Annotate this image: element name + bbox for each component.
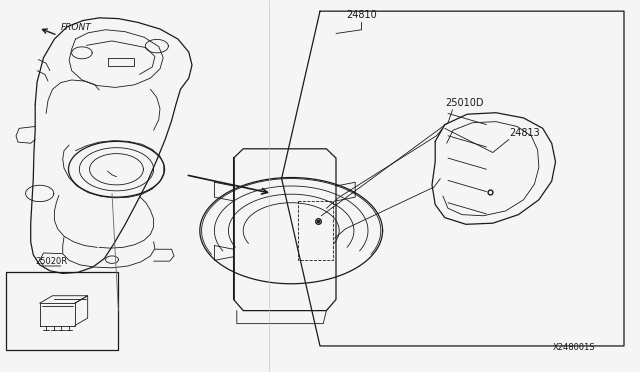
Text: 24813: 24813 <box>509 128 540 138</box>
Text: 24810: 24810 <box>346 10 377 20</box>
Text: FRONT: FRONT <box>61 23 92 32</box>
Text: X248001S: X248001S <box>552 343 595 352</box>
Text: 25020R: 25020R <box>35 257 67 266</box>
Text: 25010D: 25010D <box>445 98 483 108</box>
